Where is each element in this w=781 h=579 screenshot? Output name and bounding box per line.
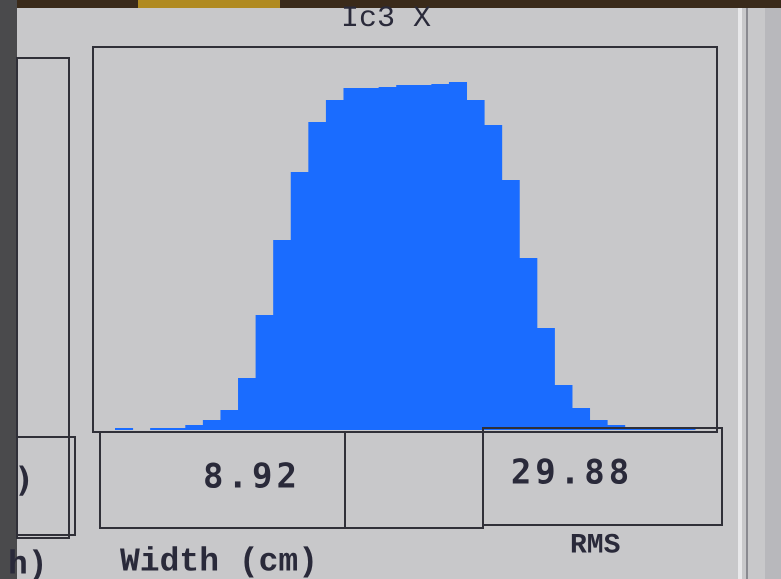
bar — [449, 82, 467, 430]
scrollbar-edge — [746, 8, 748, 579]
top-tab — [138, 0, 280, 8]
bar — [343, 88, 361, 430]
bar — [291, 172, 309, 430]
bar — [203, 420, 221, 430]
scrollbar-edge — [738, 8, 742, 579]
bar — [115, 428, 133, 430]
bar — [379, 87, 397, 430]
bar — [519, 258, 537, 430]
bar — [185, 425, 203, 430]
bar — [326, 100, 344, 430]
bar — [554, 385, 572, 430]
bar — [537, 328, 555, 430]
fragment: h) — [8, 547, 48, 579]
bar — [484, 125, 502, 430]
fragment: ) — [14, 461, 38, 501]
field-value: 29.88 — [511, 453, 633, 493]
right-edge — [765, 8, 781, 579]
bar — [256, 315, 274, 430]
bar — [502, 180, 520, 430]
page: {"chart_data": {"type": "histogram", "ti… — [0, 0, 781, 579]
field-value: 8.92 — [203, 457, 301, 497]
bar — [467, 100, 485, 430]
bar — [308, 122, 326, 430]
bar — [572, 408, 590, 430]
bar — [273, 240, 291, 430]
label: Width (cm) — [120, 544, 318, 579]
bar — [168, 428, 186, 430]
bar — [361, 88, 379, 430]
bar — [220, 410, 238, 430]
screen: Ic3 X 8.92 29.88 ) Width (cm) RMS h) — [0, 0, 781, 579]
bar — [431, 84, 449, 430]
bar — [414, 85, 432, 430]
bar — [238, 378, 256, 430]
label: RMS — [570, 530, 620, 561]
bar — [150, 428, 168, 430]
chart-title: Ic3 X — [341, 2, 431, 36]
bar — [396, 85, 414, 430]
